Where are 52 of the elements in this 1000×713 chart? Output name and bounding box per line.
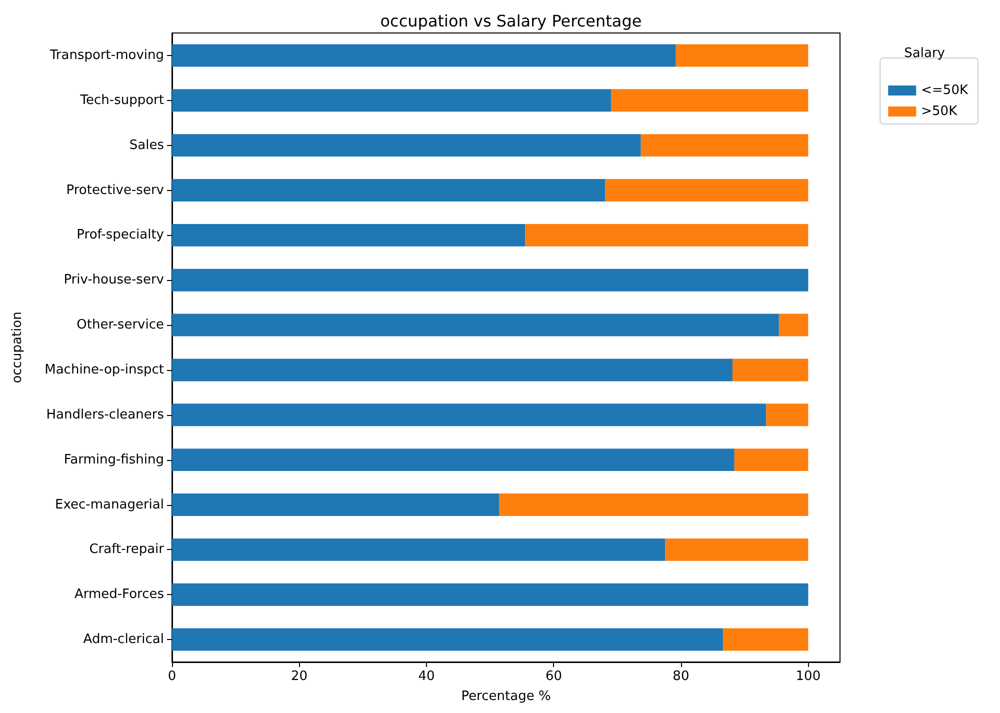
x-tick-label: 0	[168, 669, 176, 684]
y-tick-label: Adm-clerical	[83, 632, 164, 648]
y-axis-title: occupation	[10, 312, 25, 384]
x-tick-label: 80	[672, 669, 690, 684]
y-tick-label: Priv-house-serv	[64, 272, 164, 288]
bar	[172, 628, 723, 651]
y-tick-label: Handlers-cleaners	[46, 407, 164, 422]
chart-title: occupation vs Salary Percentage	[380, 12, 642, 30]
y-tick-label: Sales	[129, 138, 164, 153]
y-tick-label: Protective-serv	[66, 182, 164, 198]
legend-label: >50K	[921, 104, 958, 119]
bar	[172, 179, 606, 202]
y-tick-label: Exec-managerial	[55, 497, 164, 512]
y-tick-label: Craft-repair	[89, 542, 165, 558]
y-tick-label: Farming-fishing	[64, 452, 164, 468]
bar	[766, 404, 808, 426]
bar	[172, 44, 676, 67]
bar	[732, 358, 808, 382]
y-tick-label: Other-service	[76, 318, 164, 333]
bar	[734, 448, 808, 472]
x-tick-label: 20	[290, 669, 308, 684]
bar	[172, 538, 666, 561]
x-tick-label: 40	[418, 669, 435, 684]
bar	[778, 314, 808, 336]
y-tick-label: Prof-specialty	[76, 228, 164, 243]
x-tick-label: 60	[545, 669, 562, 684]
bar	[665, 538, 808, 561]
bar	[676, 44, 808, 67]
y-tick-label: Armed-Forces	[74, 587, 164, 602]
bar	[172, 494, 499, 516]
y-tick-label: Tech-support	[79, 92, 164, 108]
bar	[172, 404, 766, 426]
bar	[172, 314, 779, 336]
bar	[525, 224, 808, 246]
bar	[605, 179, 808, 202]
bar	[172, 583, 808, 606]
legend-title: Salary	[904, 46, 946, 61]
bar	[722, 628, 808, 651]
y-tick-label: Transport-moving	[48, 48, 164, 63]
bar	[172, 134, 641, 157]
y-tick-label: Machine-op-inspct	[44, 362, 164, 378]
bar	[172, 358, 732, 382]
bar	[499, 494, 808, 516]
legend-label: <=50K	[921, 83, 968, 98]
bar	[172, 89, 611, 112]
bar	[172, 268, 808, 292]
bar	[172, 224, 526, 246]
x-tick-label: 100	[796, 669, 821, 684]
bar	[640, 134, 808, 157]
bar	[172, 448, 734, 472]
bar	[610, 89, 808, 112]
x-axis-title: Percentage %	[461, 689, 551, 704]
